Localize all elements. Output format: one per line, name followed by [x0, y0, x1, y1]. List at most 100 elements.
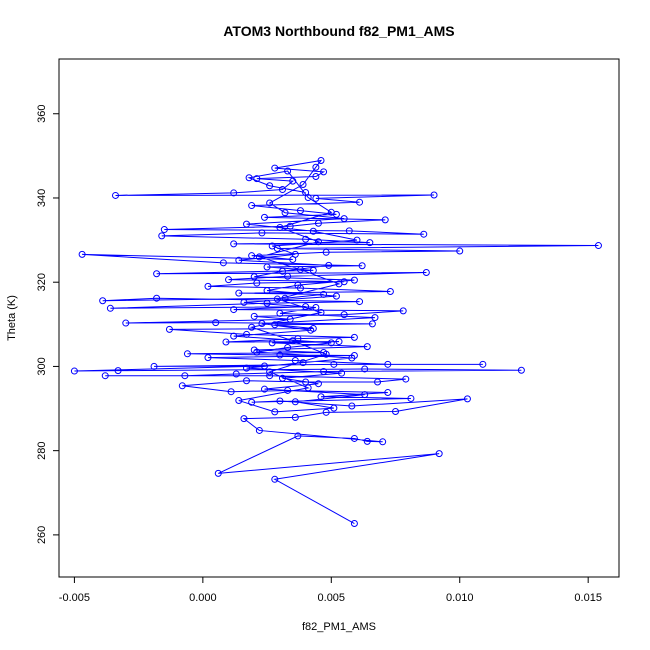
- data-point: [245, 174, 253, 182]
- data-point: [230, 332, 238, 340]
- data-point: [248, 252, 256, 260]
- data-point: [479, 360, 487, 368]
- data-point: [312, 173, 320, 180]
- data-point: [340, 215, 348, 223]
- data-point: [340, 311, 348, 319]
- data-point: [165, 325, 173, 333]
- data-point: [235, 289, 243, 297]
- data-point: [294, 432, 302, 440]
- data-point: [302, 378, 310, 386]
- data-point: [253, 175, 261, 183]
- data-point: [281, 294, 289, 302]
- data-point: [338, 369, 346, 377]
- data-point: [271, 475, 279, 483]
- data-point: [309, 266, 317, 274]
- x-tick-label: 0.015: [574, 592, 602, 604]
- data-point: [266, 368, 274, 376]
- data-point: [335, 338, 343, 346]
- data-point: [312, 303, 320, 311]
- data-point: [430, 191, 438, 199]
- data-point: [335, 280, 343, 288]
- data-point: [348, 354, 356, 362]
- data-point: [330, 360, 338, 368]
- y-tick-label: 320: [36, 273, 48, 291]
- data-point: [273, 295, 281, 303]
- data-point: [243, 364, 251, 372]
- data-point: [276, 309, 284, 317]
- data-point: [327, 208, 335, 216]
- data-point: [235, 256, 243, 264]
- data-point: [268, 339, 276, 347]
- data-point: [302, 189, 310, 196]
- data-point: [235, 397, 243, 405]
- data-point: [366, 239, 374, 247]
- data-point: [291, 357, 299, 365]
- y-tick-label: 340: [36, 189, 48, 207]
- x-axis-label: f82_PM1_AMS: [302, 621, 376, 633]
- data-point: [266, 199, 274, 207]
- data-point: [422, 269, 430, 277]
- data-point: [358, 262, 366, 270]
- data-point: [296, 207, 304, 215]
- data-point: [307, 326, 315, 334]
- x-tick-label: 0.000: [189, 592, 217, 604]
- data-point: [268, 242, 276, 250]
- data-point: [289, 337, 297, 345]
- data-point: [101, 372, 109, 380]
- data-point: [278, 374, 286, 382]
- data-point: [258, 229, 266, 237]
- data-point: [243, 377, 251, 385]
- data-point: [112, 191, 120, 199]
- data-point: [402, 375, 410, 383]
- data-point: [253, 279, 261, 287]
- data-point: [276, 397, 284, 405]
- data-point: [255, 426, 263, 434]
- data-point: [322, 350, 330, 358]
- data-point: [250, 273, 258, 281]
- data-point: [78, 250, 86, 258]
- data-point: [374, 378, 382, 386]
- data-point: [284, 167, 292, 175]
- data-point: [294, 281, 302, 289]
- data-point: [204, 354, 212, 362]
- data-point: [106, 304, 114, 312]
- data-point: [240, 298, 248, 306]
- data-point: [302, 303, 310, 311]
- data-point: [253, 348, 261, 356]
- data-point: [153, 294, 161, 302]
- data-point: [371, 314, 379, 322]
- data-point: [363, 343, 371, 351]
- data-point: [286, 315, 294, 323]
- data-point: [463, 395, 471, 403]
- data-point: [350, 434, 358, 442]
- data-point: [517, 366, 525, 374]
- data-point: [232, 370, 240, 378]
- data-point: [150, 362, 158, 370]
- data-point: [327, 339, 335, 347]
- data-point: [261, 362, 268, 370]
- data-point: [281, 209, 289, 217]
- data-point: [356, 198, 364, 206]
- data-point: [317, 309, 325, 317]
- data-point: [271, 321, 279, 329]
- data-point: [289, 177, 297, 185]
- data-point: [286, 222, 294, 230]
- data-point: [312, 163, 320, 171]
- data-point: [263, 287, 271, 295]
- data-point: [320, 290, 328, 298]
- data-point: [322, 248, 330, 256]
- x-tick-label: 0.010: [446, 592, 474, 604]
- data-point: [407, 394, 415, 402]
- data-point: [420, 230, 428, 238]
- data-point: [158, 232, 166, 240]
- data-point: [261, 213, 268, 221]
- plot-frame: [58, 58, 620, 578]
- data-point: [266, 372, 274, 380]
- series-line: [74, 159, 599, 524]
- data-point: [258, 319, 266, 327]
- data-point: [230, 240, 238, 248]
- data-point: [212, 319, 220, 327]
- data-point: [227, 388, 235, 396]
- data-point: [435, 450, 443, 458]
- data-point: [317, 393, 325, 401]
